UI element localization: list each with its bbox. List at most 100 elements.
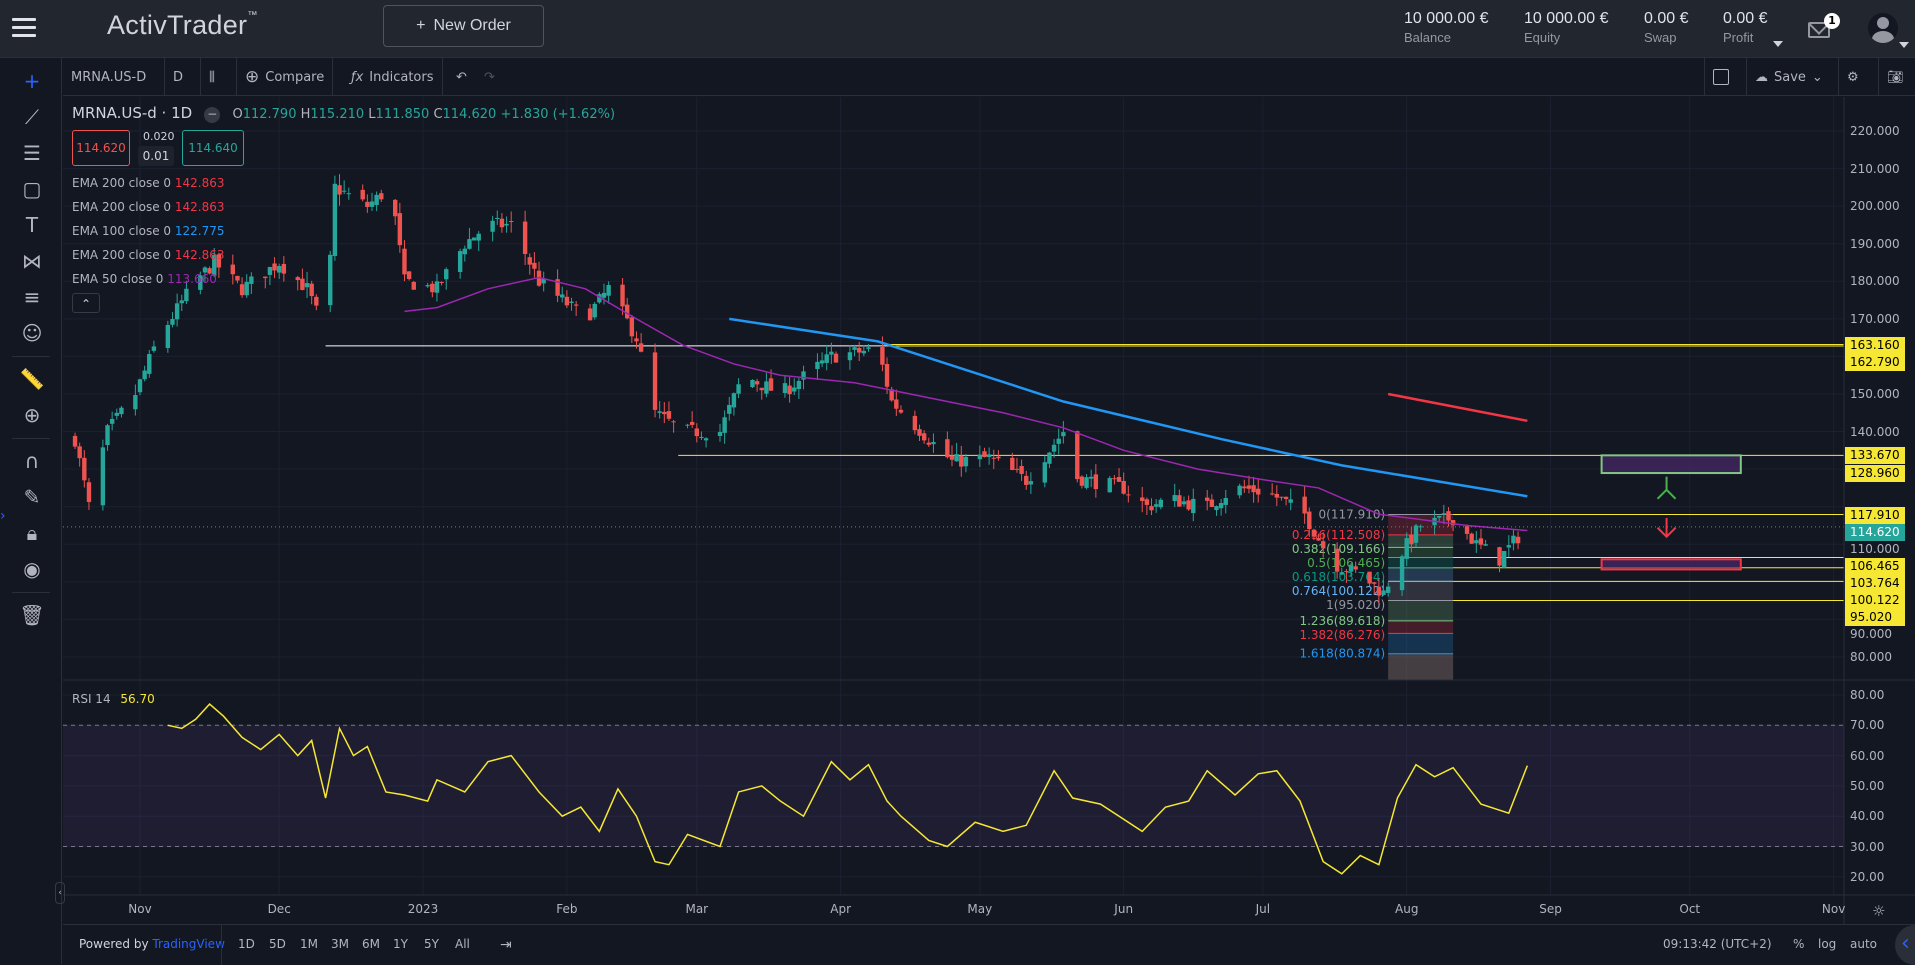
compare-button[interactable]: ⊕ Compare <box>237 58 334 96</box>
fullscreen-icon[interactable] <box>1704 58 1746 96</box>
range-button-1m[interactable]: 1M <box>300 937 318 951</box>
powered-by-text: Powered by <box>79 937 153 951</box>
candle <box>852 347 857 350</box>
range-button-5d[interactable]: 5D <box>269 937 286 951</box>
time-axis-label: Feb <box>556 902 578 916</box>
fib-band <box>1388 557 1454 568</box>
trash-icon[interactable]: 🗑︎ <box>19 603 45 627</box>
rsi-axis-label: 40.00 <box>1850 809 1885 824</box>
range-button-5y[interactable]: 5Y <box>424 937 439 951</box>
fib-lines-icon[interactable]: ☰ <box>23 141 41 165</box>
camera-icon[interactable]: 📷︎ <box>1878 58 1915 96</box>
redo-icon[interactable]: ↷ <box>484 69 495 85</box>
price-badge: 163.160 <box>1845 336 1905 354</box>
user-menu-caret-icon[interactable] <box>1899 42 1909 48</box>
logo-text: ActivTrader <box>107 10 248 40</box>
axis-settings-icon[interactable]: ☼ <box>1872 902 1886 920</box>
legend-symbol: MRNA.US-d · 1D <box>72 104 193 122</box>
candles-icon[interactable]: ⫼ <box>201 58 237 96</box>
magnet-icon[interactable]: ∩ <box>24 449 40 473</box>
candle <box>230 264 235 275</box>
new-order-button[interactable]: + New Order <box>383 5 544 47</box>
buy-price-button[interactable]: 114.640 <box>182 130 244 166</box>
menu-icon[interactable] <box>12 18 36 38</box>
candle <box>1028 481 1034 485</box>
candle <box>1153 504 1159 507</box>
expand-panel-icon[interactable]: ‹ <box>1895 925 1915 965</box>
price-axis-label: 140.000 <box>1850 424 1900 439</box>
range-button-6m[interactable]: 6M <box>362 937 380 951</box>
prediction-icon[interactable]: ≡ <box>23 285 41 309</box>
range-button-all[interactable]: All <box>455 937 470 951</box>
candle <box>1311 529 1317 537</box>
candle <box>1381 590 1386 595</box>
candle <box>1353 566 1358 570</box>
range-button-1d[interactable]: 1D <box>238 937 255 951</box>
candle <box>917 429 922 436</box>
settings-gear-icon[interactable]: ⚙ <box>1838 58 1878 96</box>
sell-price-button[interactable]: 114.620 <box>72 130 130 166</box>
candle <box>471 237 477 241</box>
candle <box>504 223 509 226</box>
indicator-legend-item[interactable]: EMA 200 close 0 142.863 <box>72 176 224 190</box>
candle <box>894 399 899 409</box>
candle <box>300 278 305 290</box>
candle <box>133 395 138 410</box>
candle <box>434 281 440 293</box>
lock-icon[interactable]: 🔒︎ <box>26 521 38 545</box>
candle <box>1474 540 1479 544</box>
ruler-icon[interactable]: 📏 <box>19 367 45 391</box>
candle <box>625 304 630 319</box>
goto-date-icon[interactable]: ⇥ <box>500 937 512 953</box>
undo-icon[interactable]: ↶ <box>456 69 467 85</box>
candle <box>1321 541 1326 549</box>
account-dropdown-caret-icon[interactable] <box>1773 41 1783 47</box>
trend-line-icon[interactable]: ⟋ <box>25 105 39 129</box>
range-button-3m[interactable]: 3M <box>331 937 349 951</box>
collapse-pane-icon[interactable]: ‹ <box>55 882 65 904</box>
range-button-1y[interactable]: 1Y <box>393 937 408 951</box>
candle <box>703 438 709 441</box>
indicator-legend-item[interactable]: EMA 200 close 0 142.863 <box>72 248 224 262</box>
interval-button[interactable]: D <box>165 58 201 96</box>
fib-band <box>1388 620 1454 634</box>
log-toggle[interactable]: log <box>1818 937 1837 951</box>
collapse-legend-button[interactable]: ⌃ <box>72 293 100 313</box>
balance-label: Balance <box>1404 30 1451 45</box>
eye-icon[interactable]: ◉ <box>23 557 41 581</box>
smiley-icon[interactable]: ☺ <box>21 321 43 345</box>
hide-legend-icon[interactable]: − <box>204 106 221 123</box>
candle <box>592 303 597 318</box>
expand-toolbar-icon[interactable]: › <box>0 508 6 524</box>
auto-toggle[interactable]: auto <box>1850 937 1878 951</box>
crosshair-icon[interactable]: + <box>23 69 41 93</box>
candle <box>1223 498 1228 505</box>
text-icon[interactable]: T <box>25 213 39 237</box>
candle <box>1279 496 1284 498</box>
swap-label: Swap <box>1644 30 1677 45</box>
lock-drawing-icon[interactable]: ✎ <box>23 485 41 509</box>
indicators-button[interactable]: ƒx Indicators <box>343 58 443 96</box>
percent-toggle[interactable]: % <box>1793 937 1805 951</box>
clock: 09:13:42 (UTC+2) <box>1663 937 1772 951</box>
rsi-legend: RSI 14 56.70 <box>72 692 155 706</box>
indicator-legend-item[interactable]: EMA 100 close 0 122.775 <box>72 224 224 238</box>
profit-stat[interactable]: 0.00 € Profit <box>1723 10 1767 45</box>
candle <box>522 221 528 255</box>
mail-icon[interactable] <box>1808 22 1830 38</box>
candle <box>1450 520 1456 526</box>
rectangle-icon[interactable]: ▢ <box>22 177 42 201</box>
pattern-icon[interactable]: ⋈ <box>22 249 42 273</box>
high-value: 115.210 <box>310 107 365 122</box>
candle <box>174 303 180 320</box>
save-button[interactable]: ☁ Save ⌄ <box>1746 58 1838 96</box>
zoom-in-icon[interactable]: ⊕ <box>23 403 41 427</box>
candle <box>1288 499 1293 503</box>
symbol-search[interactable]: MRNA.US-D <box>63 58 165 96</box>
tradingview-link[interactable]: TradingView <box>152 937 225 951</box>
candle <box>833 353 839 363</box>
indicator-legend-item[interactable]: EMA 200 close 0 142.863 <box>72 200 224 214</box>
indicator-legend-item[interactable]: EMA 50 close 0 113.660 <box>72 272 217 286</box>
avatar[interactable] <box>1868 13 1898 43</box>
